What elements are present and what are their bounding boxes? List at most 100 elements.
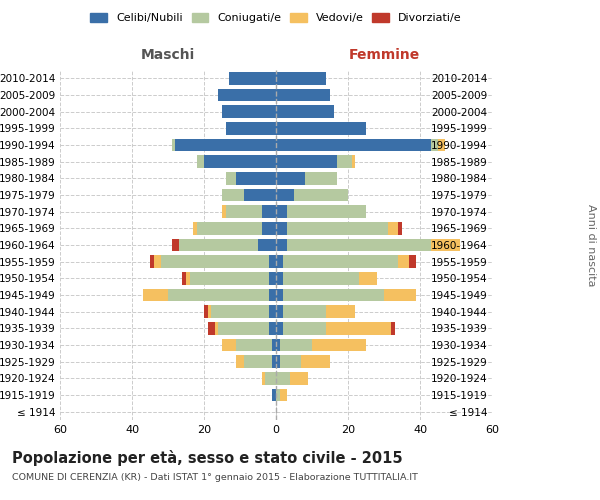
Bar (269, 272, 276, 284)
Bar (409, 256, 416, 268)
Bar (226, 122, 276, 134)
Bar (276, 139, 431, 151)
Bar (290, 372, 308, 384)
Bar (276, 222, 287, 234)
Bar (431, 239, 460, 251)
Bar (276, 389, 280, 401)
Bar (294, 189, 348, 202)
Bar (197, 222, 262, 234)
Text: COMUNE DI CERENZIA (KR) - Dati ISTAT 1° gennaio 2015 - Elaborazione TUTTITALIA.I: COMUNE DI CERENZIA (KR) - Dati ISTAT 1° … (12, 472, 418, 482)
Bar (326, 306, 355, 318)
Bar (269, 289, 276, 301)
Bar (276, 206, 287, 218)
Bar (388, 222, 398, 234)
Bar (280, 356, 301, 368)
Bar (269, 256, 276, 268)
Bar (276, 256, 283, 268)
Bar (204, 306, 208, 318)
Bar (272, 339, 276, 351)
Bar (190, 272, 269, 284)
Bar (222, 339, 236, 351)
Bar (226, 172, 236, 184)
Bar (276, 172, 305, 184)
Bar (312, 339, 366, 351)
Bar (269, 322, 276, 334)
Bar (305, 172, 337, 184)
Bar (398, 222, 402, 234)
Bar (287, 206, 366, 218)
Bar (197, 156, 204, 168)
Bar (283, 306, 326, 318)
Bar (211, 306, 269, 318)
Bar (208, 322, 215, 334)
Bar (391, 322, 395, 334)
Bar (301, 356, 330, 368)
Bar (208, 306, 211, 318)
Bar (276, 156, 337, 168)
Bar (193, 222, 197, 234)
Bar (276, 239, 287, 251)
Bar (337, 156, 352, 168)
Bar (280, 389, 287, 401)
Bar (215, 322, 218, 334)
Bar (276, 289, 283, 301)
Bar (283, 272, 359, 284)
Bar (398, 256, 409, 268)
Bar (326, 322, 391, 334)
Bar (172, 239, 179, 251)
Bar (179, 239, 258, 251)
Bar (218, 89, 276, 102)
Bar (276, 106, 334, 118)
Bar (168, 289, 269, 301)
Bar (262, 372, 265, 384)
Bar (438, 139, 445, 151)
Bar (258, 239, 276, 251)
Bar (236, 356, 244, 368)
Bar (280, 339, 312, 351)
Bar (283, 322, 326, 334)
Bar (287, 222, 388, 234)
Bar (143, 289, 168, 301)
Bar (154, 256, 161, 268)
Bar (352, 156, 355, 168)
Bar (244, 356, 272, 368)
Bar (276, 356, 280, 368)
Bar (359, 272, 377, 284)
Bar (283, 256, 398, 268)
Bar (287, 239, 431, 251)
Bar (262, 206, 276, 218)
Bar (222, 106, 276, 118)
Bar (244, 189, 276, 202)
Bar (276, 372, 290, 384)
Bar (218, 322, 269, 334)
Bar (269, 306, 276, 318)
Bar (222, 206, 226, 218)
Bar (236, 172, 276, 184)
Bar (236, 339, 272, 351)
Bar (276, 306, 283, 318)
Text: Anni di nascita: Anni di nascita (586, 204, 596, 286)
Bar (431, 139, 438, 151)
Bar (262, 222, 276, 234)
Text: Popolazione per età, sesso e stato civile - 2015: Popolazione per età, sesso e stato civil… (12, 450, 403, 466)
Bar (175, 139, 276, 151)
Bar (229, 72, 276, 85)
Bar (283, 289, 384, 301)
Bar (276, 272, 283, 284)
Text: Maschi: Maschi (141, 48, 195, 62)
Bar (265, 372, 276, 384)
Bar (276, 72, 326, 85)
Bar (161, 256, 269, 268)
Bar (384, 289, 416, 301)
Bar (172, 139, 175, 151)
Bar (222, 189, 244, 202)
Bar (272, 356, 276, 368)
Bar (204, 156, 276, 168)
Bar (276, 322, 283, 334)
Bar (226, 206, 262, 218)
Bar (276, 122, 366, 134)
Bar (150, 256, 154, 268)
Bar (182, 272, 186, 284)
Text: Femmine: Femmine (349, 48, 419, 62)
Legend: Celibi/Nubili, Coniugati/e, Vedovi/e, Divorziati/e: Celibi/Nubili, Coniugati/e, Vedovi/e, Di… (86, 8, 466, 28)
